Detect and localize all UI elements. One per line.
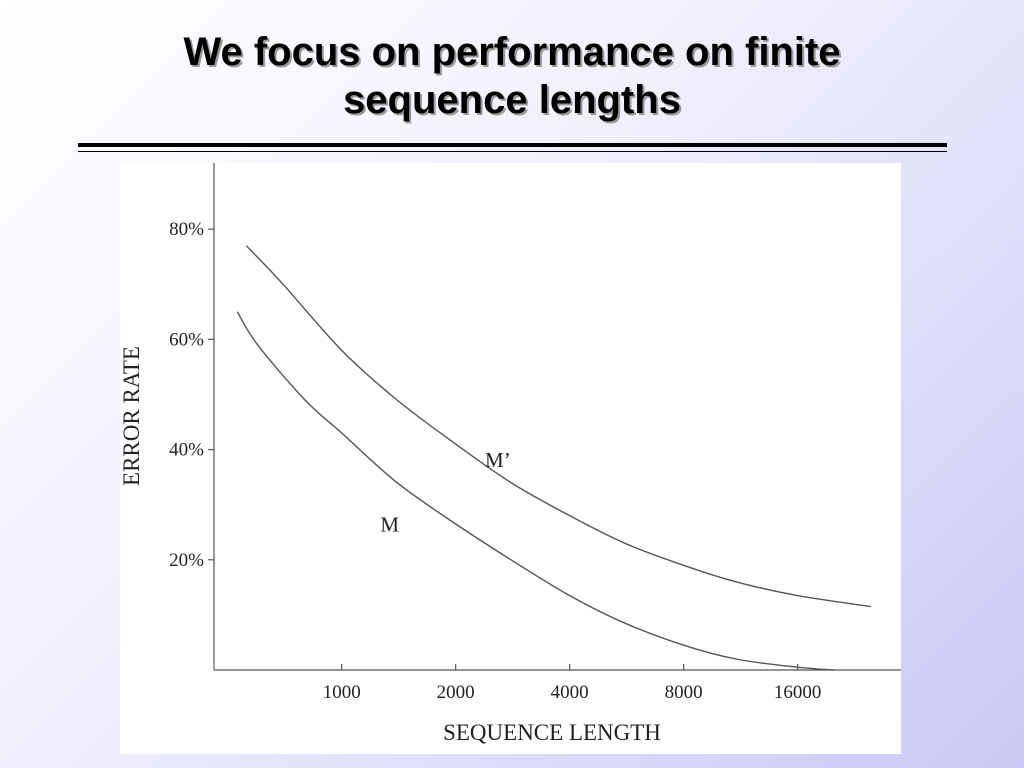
y-tick-label: 80% xyxy=(169,219,204,240)
series-lines: M’ M xyxy=(236,245,872,671)
x-tick-label: 2000 xyxy=(437,682,475,703)
chart-panel: 20% 40% 60% 80% 1000 2000 4000 8000 16000 M’ M S… xyxy=(120,163,901,754)
series-line-m-prime xyxy=(245,245,872,608)
x-tick-label: 1000 xyxy=(323,682,361,703)
x-axis-label: SEQUENCE LENGTH xyxy=(443,720,661,745)
x-tick-label: 16000 xyxy=(774,682,822,703)
x-tick-label: 4000 xyxy=(551,682,589,703)
error-rate-chart: 20% 40% 60% 80% 1000 2000 4000 8000 16000 M’ M S… xyxy=(120,163,901,745)
y-tick-label: 20% xyxy=(169,550,204,571)
series-line-m xyxy=(236,311,835,671)
y-tick-label: 60% xyxy=(169,329,204,350)
slide-title: We focus on performance on finite sequen… xyxy=(0,28,1024,124)
slide-title-line-1: We focus on performance on finite xyxy=(183,30,841,74)
series-label-m-prime: M’ xyxy=(485,448,511,472)
y-axis-label: ERROR RATE xyxy=(120,346,144,486)
x-tick-label: 8000 xyxy=(665,682,703,703)
title-rule-thick xyxy=(78,143,947,147)
series-label-m: M xyxy=(380,513,399,537)
title-rule-thin xyxy=(78,151,947,152)
slide-title-line-2: sequence lengths xyxy=(343,78,681,122)
x-ticks: 1000 2000 4000 8000 16000 xyxy=(323,664,822,703)
y-ticks: 20% 40% 60% 80% xyxy=(169,219,214,571)
y-tick-label: 40% xyxy=(169,440,204,461)
